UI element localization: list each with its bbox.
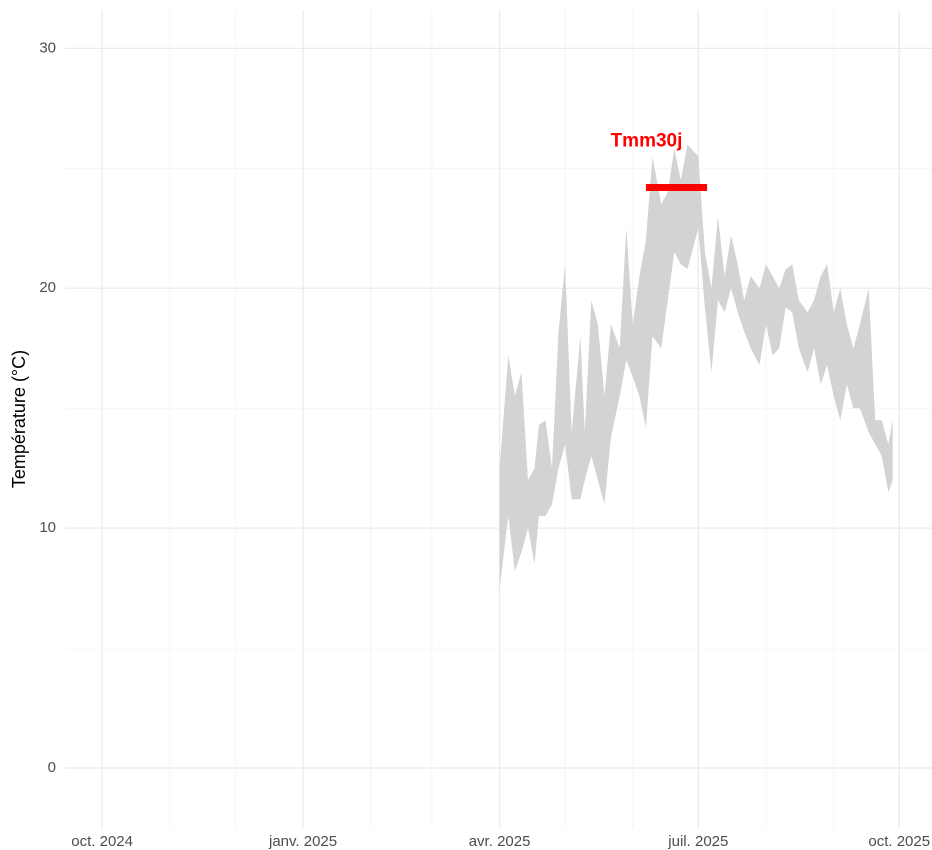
y-axis-title: Température (°C)	[9, 350, 29, 488]
x-tick-label: oct. 2024	[71, 833, 133, 850]
x-tick-label: juil. 2025	[667, 833, 728, 850]
y-tick-label: 30	[39, 39, 56, 56]
ribbon	[499, 144, 893, 589]
annotation: Tmm30j	[611, 131, 683, 152]
x-tick-label: avr. 2025	[469, 833, 531, 850]
y-tick-label: 10	[39, 519, 56, 536]
y-tick-label: 20	[39, 279, 56, 296]
x-tick-label: oct. 2025	[868, 833, 930, 850]
y-tick-label: 0	[48, 759, 56, 776]
x-tick-label: janv. 2025	[268, 833, 337, 850]
